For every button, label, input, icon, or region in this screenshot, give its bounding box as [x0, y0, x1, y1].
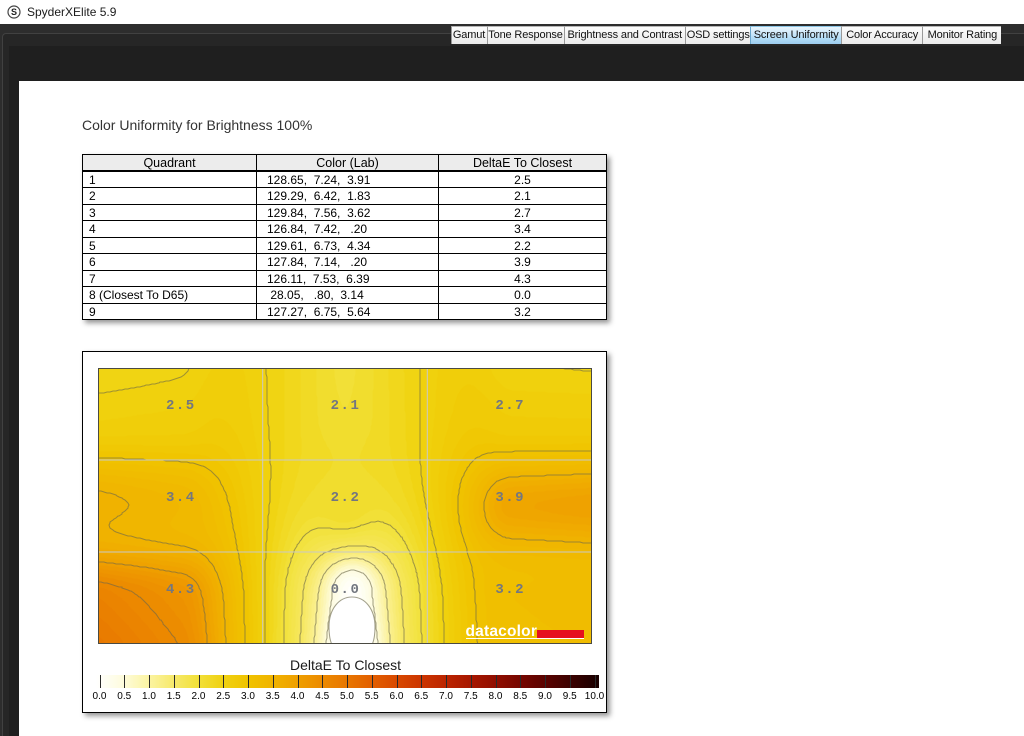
svg-text:S: S: [11, 7, 17, 17]
